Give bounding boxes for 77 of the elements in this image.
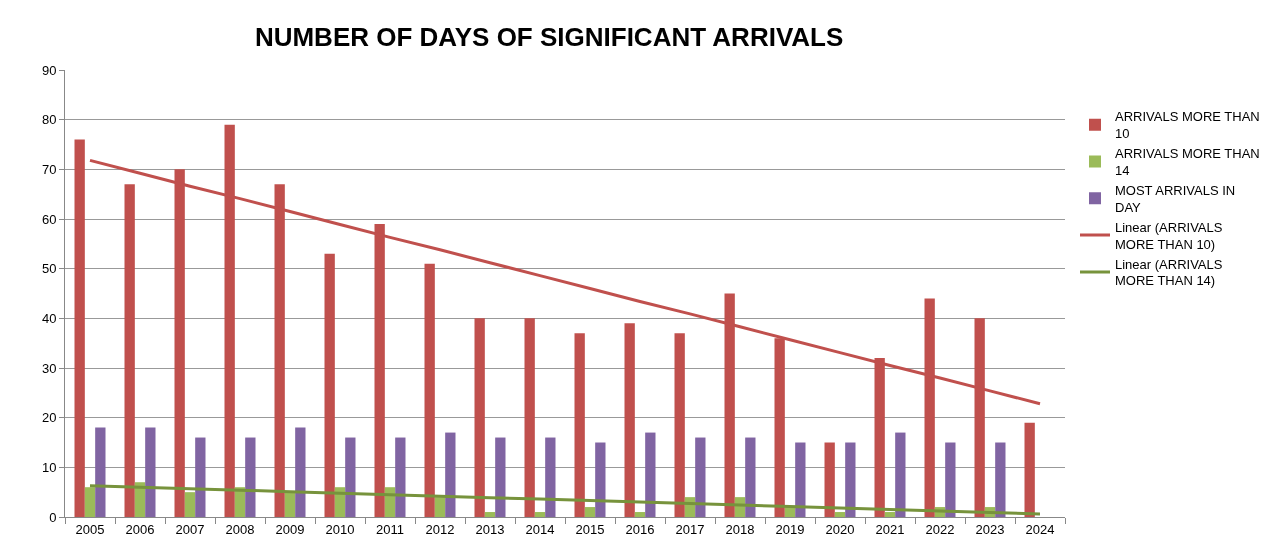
x-tick-label: 2005 bbox=[75, 521, 105, 537]
bar bbox=[545, 437, 556, 517]
bar bbox=[484, 512, 496, 517]
bar bbox=[795, 442, 806, 517]
y-tick-label: 20 bbox=[41, 410, 57, 426]
x-tick-label: 2022 bbox=[925, 521, 955, 537]
bar bbox=[995, 442, 1006, 517]
bar bbox=[195, 437, 206, 517]
legend-label: ARRIVALS MORE THAN 10 bbox=[1115, 109, 1260, 142]
x-tick-label: 2013 bbox=[475, 521, 505, 537]
y-tick-label: 70 bbox=[41, 161, 57, 177]
x-tick-label: 2009 bbox=[275, 521, 305, 537]
bar bbox=[184, 492, 196, 517]
bar bbox=[124, 184, 135, 517]
x-tick-label: 2021 bbox=[875, 521, 905, 537]
x-tick-label: 2012 bbox=[425, 521, 455, 537]
x-tick-label: 2008 bbox=[225, 521, 255, 537]
bar bbox=[745, 437, 756, 517]
x-tick-label: 2023 bbox=[975, 521, 1005, 537]
y-tick-label: 90 bbox=[41, 62, 57, 78]
x-tick-label: 2018 bbox=[725, 521, 755, 537]
bar bbox=[584, 507, 596, 517]
x-tick-label: 2014 bbox=[525, 521, 555, 537]
bar bbox=[395, 437, 406, 517]
y-tick-label: 50 bbox=[41, 261, 57, 277]
bar bbox=[245, 437, 256, 517]
bar bbox=[345, 437, 356, 517]
bar bbox=[95, 427, 106, 517]
y-tick-label: 30 bbox=[41, 360, 57, 376]
x-tick-label: 2019 bbox=[775, 521, 805, 537]
legend-label: ARRIVALS MORE THAN 14 bbox=[1115, 146, 1260, 179]
line-series bbox=[88, 484, 1042, 516]
bar bbox=[1024, 422, 1035, 517]
bar bbox=[574, 333, 585, 517]
bar bbox=[524, 318, 535, 517]
bar bbox=[74, 139, 85, 517]
bar bbox=[595, 442, 606, 517]
bar bbox=[834, 512, 846, 517]
x-tick-label: 2007 bbox=[175, 521, 205, 537]
bar bbox=[424, 263, 435, 517]
y-tick-label: 40 bbox=[41, 310, 57, 326]
bar bbox=[434, 497, 446, 517]
bar bbox=[284, 492, 296, 517]
y-tick-label: 10 bbox=[41, 459, 57, 475]
x-tick-label: 2010 bbox=[325, 521, 355, 537]
bar bbox=[84, 487, 96, 517]
bar bbox=[895, 432, 906, 517]
bar bbox=[445, 432, 456, 517]
x-tick-label: 2011 bbox=[376, 521, 404, 537]
bar bbox=[645, 432, 656, 517]
x-tick-label: 2017 bbox=[675, 521, 705, 537]
bar bbox=[674, 333, 685, 517]
x-tick-label: 2006 bbox=[125, 521, 155, 537]
bar bbox=[695, 437, 706, 517]
y-tick-label: 60 bbox=[41, 211, 57, 227]
bar bbox=[474, 318, 485, 517]
y-tick-label: 80 bbox=[41, 112, 57, 128]
chart-title: NUMBER OF DAYS OF SIGNIFICANT ARRIVALS bbox=[254, 22, 844, 53]
bar bbox=[824, 442, 835, 517]
legend-label: MOST ARRIVALS IN DAY bbox=[1115, 182, 1236, 215]
bar bbox=[845, 442, 856, 517]
legend-label: Linear (ARRIVALS MORE THAN 14) bbox=[1115, 256, 1223, 289]
bar bbox=[624, 323, 635, 517]
bar bbox=[295, 427, 306, 517]
bar bbox=[324, 253, 335, 517]
legend-label: Linear (ARRIVALS MORE THAN 10) bbox=[1115, 219, 1223, 252]
x-tick-label: 2016 bbox=[625, 521, 655, 537]
x-tick-label: 2015 bbox=[575, 521, 605, 537]
bar bbox=[145, 427, 156, 517]
x-tick-label: 2024 bbox=[1025, 521, 1055, 537]
bar bbox=[945, 442, 956, 517]
bar bbox=[634, 512, 646, 517]
bar bbox=[495, 437, 506, 517]
x-tick-label: 2020 bbox=[825, 521, 855, 537]
bar bbox=[884, 512, 896, 517]
bar bbox=[534, 512, 546, 517]
y-tick-label: 0 bbox=[49, 509, 57, 525]
